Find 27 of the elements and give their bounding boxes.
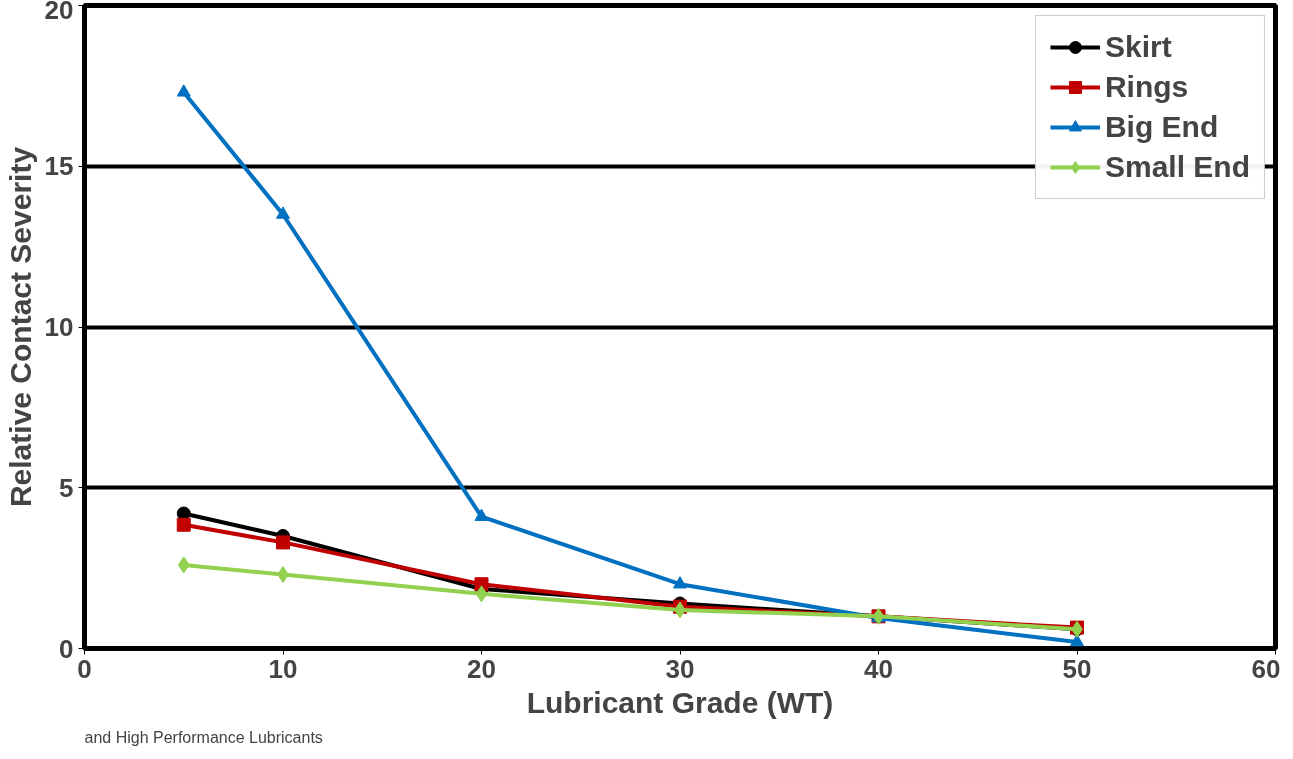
y-tick-label: 20 — [44, 0, 74, 25]
legend-label: Big End — [1104, 110, 1219, 144]
legend-label: Skirt — [1104, 30, 1172, 64]
point — [1070, 634, 1084, 647]
point — [673, 576, 687, 589]
y-axis-title: Relative Contact Severity — [3, 146, 37, 508]
x-tick-label: 40 — [864, 653, 893, 684]
point — [177, 556, 190, 574]
y-tick-label: 15 — [44, 151, 74, 182]
point — [474, 508, 489, 521]
x-tick-label: 10 — [268, 653, 298, 684]
y-tick-label: 5 — [59, 472, 74, 503]
legend-label: Rings — [1104, 70, 1189, 104]
x-axis-title: Lubricant Grade (WT) — [526, 685, 834, 719]
x-tick-label: 30 — [665, 653, 695, 684]
x-tick-label: 60 — [1251, 653, 1281, 684]
point — [475, 585, 488, 603]
legend-label: Small End — [1104, 150, 1250, 184]
y-tick-label: 10 — [44, 312, 74, 342]
x-tick-label: 50 — [1062, 653, 1092, 684]
text: and High Performance Lubricants — [84, 728, 323, 746]
point — [176, 84, 191, 97]
y-tick-label: 0 — [59, 633, 74, 664]
point — [276, 535, 290, 550]
point — [176, 517, 191, 532]
x-tick-label: 20 — [467, 653, 496, 684]
point — [276, 206, 290, 219]
